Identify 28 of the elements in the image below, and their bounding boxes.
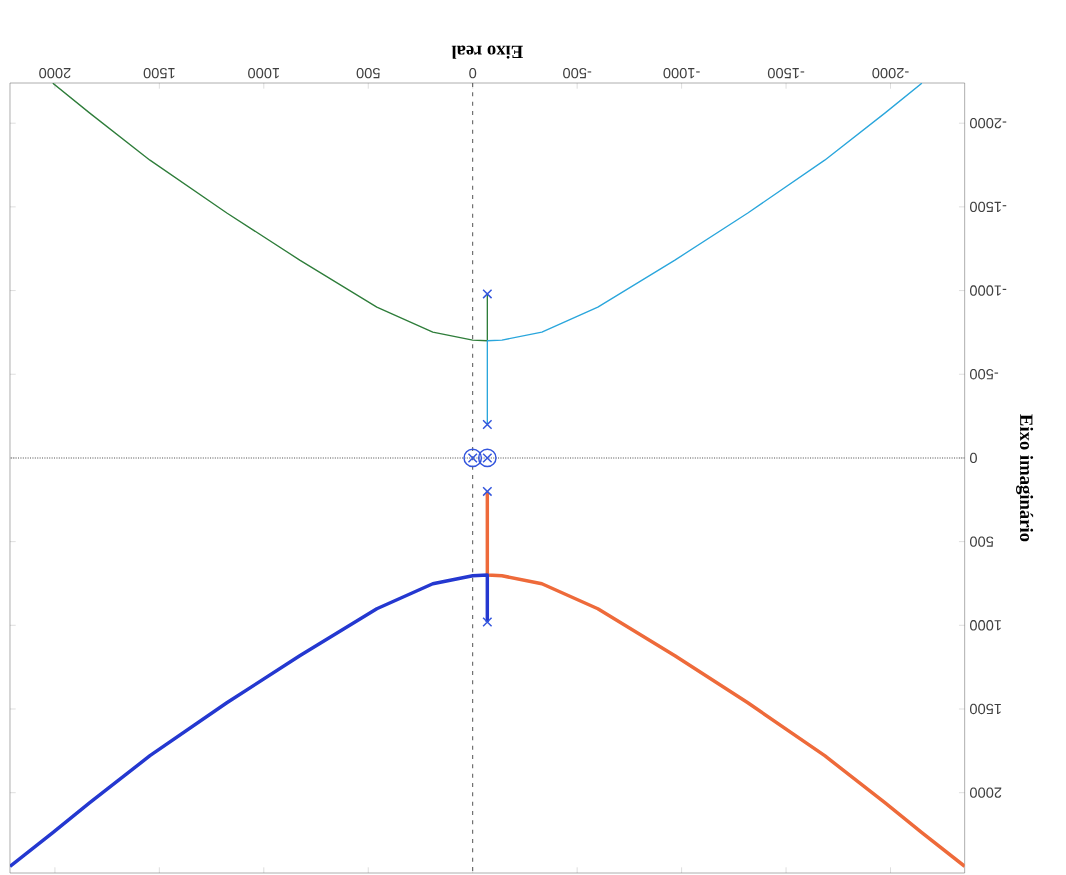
point xyxy=(482,288,493,299)
y-tick-label: -1500 xyxy=(969,201,1007,213)
x-tick-label: 2000 xyxy=(39,67,71,79)
x-tick-label: 0 xyxy=(469,67,477,79)
x-tick-label: -1000 xyxy=(663,67,700,79)
y-tick-label: 500 xyxy=(969,536,994,547)
line-series xyxy=(485,489,965,869)
y-tick-label: 0 xyxy=(969,452,977,464)
line-series xyxy=(52,83,488,342)
line-series xyxy=(486,83,923,426)
y-tick-label: -2000 xyxy=(969,117,1007,129)
x-tick-label: -2000 xyxy=(872,67,909,79)
y-tick-label: 1000 xyxy=(969,620,1001,631)
line-series xyxy=(9,573,490,869)
y-tick-label: 2000 xyxy=(969,787,1002,798)
y-tick-label: -1000 xyxy=(969,285,1007,296)
point xyxy=(482,419,493,430)
y-axis-title: Eixo imaginário xyxy=(1016,414,1034,542)
x-tick-label: 1500 xyxy=(143,67,175,79)
x-tick-label: -1500 xyxy=(767,67,805,79)
y-tick-label: 1500 xyxy=(969,703,1001,715)
x-tick-label: 1000 xyxy=(248,67,280,79)
x-tick-label: -500 xyxy=(563,67,592,79)
y-tick-label: -500 xyxy=(969,369,999,380)
point xyxy=(482,616,493,627)
x-axis-title: Eixo real xyxy=(451,45,523,59)
point xyxy=(482,486,493,497)
x-tick-label: 500 xyxy=(356,67,380,79)
